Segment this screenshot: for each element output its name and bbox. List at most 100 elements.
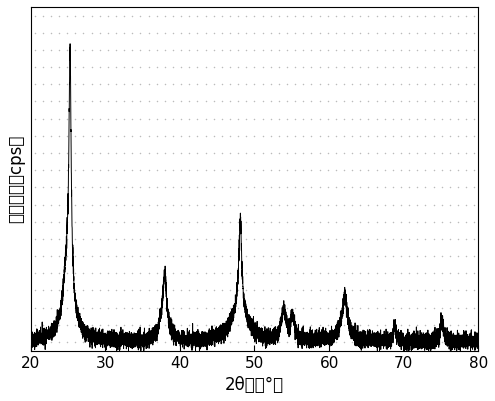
Point (210, 98, 218, 105)
Point (210, 253, 218, 259)
Point (226, 304, 234, 311)
Point (397, 150, 405, 156)
Point (243, 236, 250, 242)
Point (218, 322, 226, 328)
Point (128, 304, 136, 311)
Point (226, 184, 234, 190)
Point (299, 115, 307, 122)
Point (80, 287, 88, 294)
Point (226, 167, 234, 173)
Point (201, 115, 209, 122)
Point (137, 81, 145, 87)
Point (324, 219, 332, 225)
Point (307, 322, 315, 328)
Point (364, 115, 372, 122)
Point (88, 184, 96, 190)
Point (120, 81, 128, 87)
Point (413, 339, 421, 345)
Point (381, 64, 389, 70)
Point (446, 219, 454, 225)
Point (96, 81, 103, 87)
Point (128, 150, 136, 156)
Point (153, 81, 161, 87)
Point (364, 184, 372, 190)
Point (446, 81, 454, 87)
Point (234, 81, 242, 87)
Point (153, 339, 161, 345)
Point (185, 167, 193, 173)
Point (373, 98, 381, 105)
Point (381, 219, 389, 225)
Point (446, 236, 454, 242)
Point (104, 64, 112, 70)
Point (275, 133, 283, 139)
Point (169, 219, 177, 225)
Point (267, 167, 275, 173)
Point (120, 133, 128, 139)
Point (194, 219, 201, 225)
Point (88, 133, 96, 139)
Point (234, 201, 242, 208)
Point (283, 12, 291, 19)
Point (153, 253, 161, 259)
Point (177, 115, 185, 122)
Point (381, 167, 389, 173)
Point (145, 98, 152, 105)
Point (332, 270, 340, 277)
Point (307, 184, 315, 190)
Point (120, 150, 128, 156)
Point (80, 253, 88, 259)
Point (316, 253, 324, 259)
Point (250, 253, 258, 259)
Point (364, 150, 372, 156)
Point (194, 322, 201, 328)
Point (454, 201, 462, 208)
Point (454, 236, 462, 242)
Point (71, 98, 79, 105)
Point (31, 115, 39, 122)
Point (430, 201, 438, 208)
Point (39, 184, 47, 190)
Point (454, 47, 462, 53)
Point (430, 133, 438, 139)
Point (218, 133, 226, 139)
Point (169, 81, 177, 87)
Point (96, 322, 103, 328)
Point (218, 339, 226, 345)
Point (438, 184, 446, 190)
Point (153, 133, 161, 139)
Point (55, 81, 63, 87)
Point (373, 322, 381, 328)
Point (71, 12, 79, 19)
Point (39, 167, 47, 173)
Point (104, 219, 112, 225)
Point (381, 30, 389, 36)
Point (39, 219, 47, 225)
Point (47, 339, 55, 345)
Point (137, 115, 145, 122)
Point (185, 253, 193, 259)
Point (470, 270, 478, 277)
Point (356, 115, 364, 122)
Point (63, 270, 71, 277)
Point (413, 98, 421, 105)
Point (348, 339, 356, 345)
Point (120, 322, 128, 328)
Point (194, 304, 201, 311)
Point (470, 133, 478, 139)
Point (332, 64, 340, 70)
Point (243, 30, 250, 36)
Point (243, 270, 250, 277)
Point (389, 150, 397, 156)
Point (454, 219, 462, 225)
Point (340, 98, 348, 105)
Point (299, 30, 307, 36)
Point (201, 270, 209, 277)
Point (307, 167, 315, 173)
Point (373, 167, 381, 173)
Point (446, 201, 454, 208)
Point (381, 287, 389, 294)
Point (177, 12, 185, 19)
Point (153, 270, 161, 277)
Point (145, 115, 152, 122)
